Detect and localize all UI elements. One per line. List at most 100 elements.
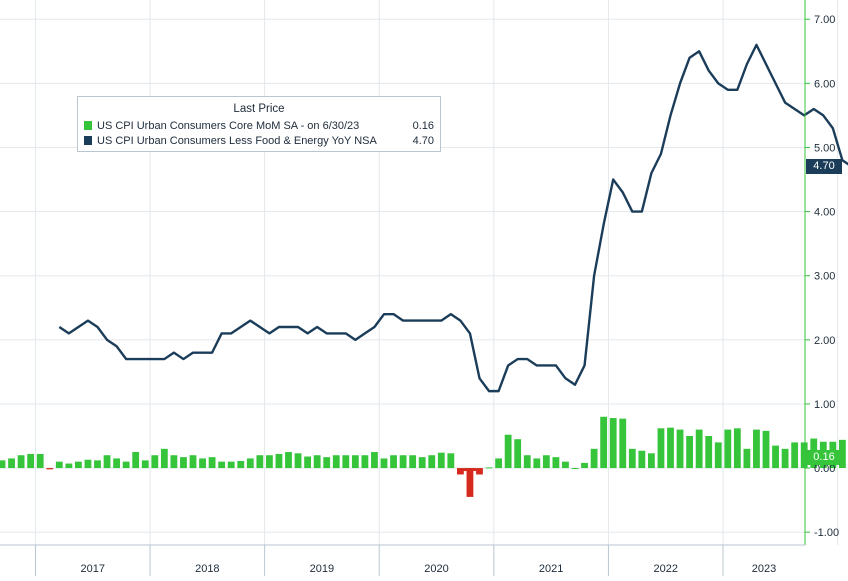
mom-bar xyxy=(457,468,464,475)
mom-bar xyxy=(313,455,321,469)
y-tick-label: 4.00 xyxy=(814,207,835,219)
y-tick-label: 7.00 xyxy=(814,14,835,26)
mom-bar xyxy=(0,460,6,469)
mom-bar xyxy=(714,442,722,469)
legend-header: Last Price xyxy=(233,103,285,115)
mom-bar xyxy=(361,455,369,469)
mom-bar xyxy=(266,455,273,469)
legend-value-mom: 0.16 xyxy=(412,119,434,132)
mom-bar xyxy=(141,460,149,469)
mom-bar xyxy=(371,452,378,469)
mom-bar xyxy=(571,468,579,470)
mom-bar-cap xyxy=(463,468,477,472)
mom-bar xyxy=(46,468,54,470)
legend: Last Price US CPI Urban Consumers Core M… xyxy=(77,96,441,152)
x-axis: 2017 2018 2019 2020 2021 2022 2023 xyxy=(0,544,805,576)
mom-bar xyxy=(199,458,206,469)
mom-bar xyxy=(485,467,493,469)
x-tick-label: 2019 xyxy=(310,563,334,575)
mom-bar xyxy=(695,429,703,469)
mom-bar xyxy=(256,455,264,469)
legend-label-yoy: US CPI Urban Consumers Less Food & Energ… xyxy=(97,134,377,147)
mom-bar xyxy=(657,428,665,469)
mom-bar xyxy=(65,463,73,469)
mom-bar xyxy=(648,453,655,469)
legend-label-mom: US CPI Urban Consumers Core MoM SA - on … xyxy=(97,119,360,132)
mom-bar xyxy=(208,457,216,469)
mom-bar xyxy=(275,453,283,469)
mom-bar xyxy=(590,448,598,469)
mom-bar xyxy=(113,458,120,469)
mom-bar xyxy=(476,468,483,475)
mom-bar xyxy=(160,448,168,469)
mom-bar xyxy=(304,456,311,469)
mom-bar xyxy=(285,452,292,469)
mom-bar xyxy=(772,445,779,469)
x-tick-label: 2017 xyxy=(80,563,104,575)
mom-bars xyxy=(0,416,846,497)
legend-entry-yoy: US CPI Urban Consumers Less Food & Energ… xyxy=(84,133,434,148)
mom-bar xyxy=(27,453,35,469)
y-tick-label: 1.00 xyxy=(814,399,835,411)
mom-bar xyxy=(609,418,617,469)
mom-bar xyxy=(667,427,674,469)
x-tick-label: 2021 xyxy=(539,563,563,575)
mom-bar xyxy=(399,455,407,469)
yoy-line xyxy=(58,43,848,393)
yoy-line-layer xyxy=(58,43,848,393)
mom-bar xyxy=(523,455,531,469)
legend-swatch-mom xyxy=(84,121,92,130)
mom-bar xyxy=(323,457,331,469)
mom-bar xyxy=(170,455,178,469)
mom-bar xyxy=(724,429,732,469)
x-tick-label: 2023 xyxy=(752,563,776,575)
mom-bar xyxy=(332,455,340,469)
mom-bar xyxy=(55,461,63,469)
y-axis: 7.00 6.00 5.00 4.00 3.00 2.00 1.00 0.00 -1.00 xyxy=(804,0,839,545)
mom-bar xyxy=(628,448,636,469)
x-tick-label: 2018 xyxy=(195,563,219,575)
mom-bar xyxy=(409,455,417,469)
mom-bar xyxy=(351,455,359,469)
mom-bar xyxy=(466,468,474,497)
mom-bar xyxy=(638,450,646,469)
mom-bar xyxy=(839,439,846,469)
mom-bar xyxy=(600,416,608,469)
mom-bar xyxy=(552,457,560,469)
mom-bar xyxy=(151,455,159,469)
mom-bar xyxy=(17,455,25,469)
mom-bar xyxy=(733,428,741,469)
mom-bar xyxy=(380,458,388,469)
mom-bar xyxy=(132,452,140,469)
mom-bar xyxy=(743,448,751,469)
mom-bar xyxy=(294,453,302,469)
mom-bar xyxy=(84,459,92,469)
mom-bar xyxy=(676,429,684,469)
y-tick-label: 3.00 xyxy=(814,271,835,283)
mom-bar xyxy=(428,455,436,469)
yoy-last-value-badge: 4.70 xyxy=(806,158,842,174)
mom-bar xyxy=(342,455,350,469)
mom-bar xyxy=(504,434,512,469)
mom-bar xyxy=(36,453,44,469)
mom-bar xyxy=(189,455,197,469)
legend-value-yoy: 4.70 xyxy=(412,134,434,147)
mom-bar xyxy=(75,461,82,469)
x-tick-label: 2020 xyxy=(424,563,448,575)
mom-bar xyxy=(800,442,808,469)
mom-bar xyxy=(122,461,130,469)
mom-last-value-badge: 0.16 xyxy=(806,449,842,465)
mom-bar xyxy=(495,458,502,469)
mom-bar xyxy=(781,448,789,469)
mom-bar xyxy=(762,430,770,469)
mom-bar xyxy=(686,436,693,469)
mom-bar xyxy=(581,462,588,469)
y-tick-label: 6.00 xyxy=(814,78,835,90)
mom-bar xyxy=(180,457,187,469)
y-tick-label: -1.00 xyxy=(814,527,839,539)
mom-bar xyxy=(237,461,245,469)
mom-bar xyxy=(218,461,226,469)
x-tick-label: 2022 xyxy=(653,563,677,575)
mom-bar xyxy=(514,439,522,469)
